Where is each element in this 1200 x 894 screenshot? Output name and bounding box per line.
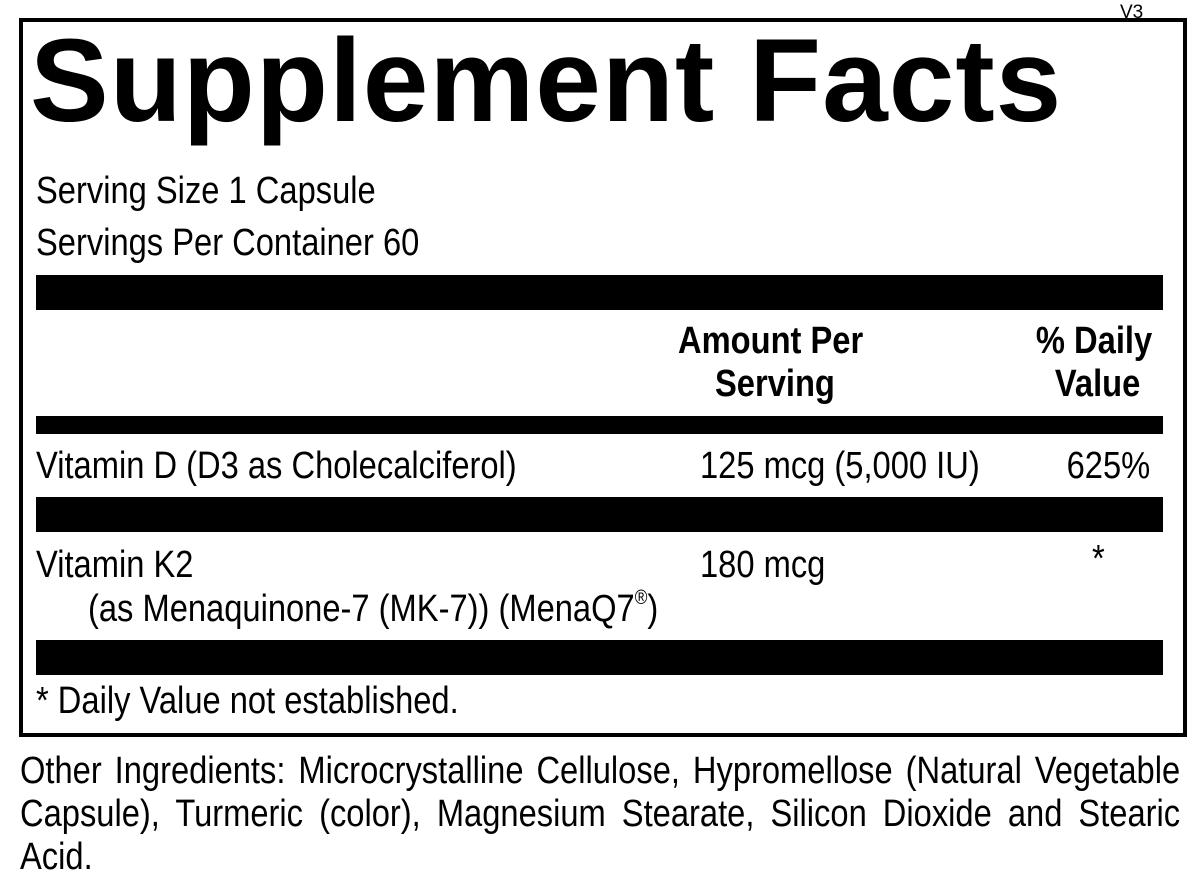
- dv-header-line2: Value: [1054, 363, 1140, 405]
- source-end: ): [647, 588, 659, 630]
- dv-header-line1: % Daily: [1035, 320, 1152, 362]
- divider-bar: [36, 416, 1163, 434]
- serving-size: Serving Size 1 Capsule: [36, 170, 376, 212]
- source-text: (as Menaquinone-7 (MK-7)) (MenaQ7: [88, 588, 635, 630]
- nutrient-name: Vitamin D (D3 as Cholecalciferol): [36, 445, 517, 487]
- footnote: * Daily Value not established.: [36, 680, 459, 722]
- amount-header-line2: Serving: [715, 363, 835, 405]
- nutrient-amount: 125 mcg (5,000 IU): [700, 445, 980, 487]
- divider-bar: [36, 640, 1163, 675]
- servings-per-container: Servings Per Container 60: [36, 222, 420, 264]
- nutrient-dv: *: [1092, 538, 1105, 580]
- other-ingredients: Other Ingredients: Microcrystalline Cell…: [20, 750, 1181, 878]
- registered-mark: ®: [634, 587, 648, 609]
- divider-bar: [36, 275, 1163, 310]
- panel-title: Supplement Facts: [30, 15, 1063, 147]
- amount-header-line1: Amount Per: [678, 320, 864, 362]
- nutrient-dv: 625%: [1066, 445, 1150, 487]
- nutrient-name: Vitamin K2: [36, 544, 194, 586]
- nutrient-source: (as Menaquinone-7 (MK-7)) (MenaQ7®): [88, 587, 659, 630]
- supplement-facts-panel: [19, 18, 1187, 737]
- version-label: V3: [1120, 2, 1144, 23]
- divider-bar: [36, 497, 1163, 532]
- nutrient-amount: 180 mcg: [700, 544, 826, 586]
